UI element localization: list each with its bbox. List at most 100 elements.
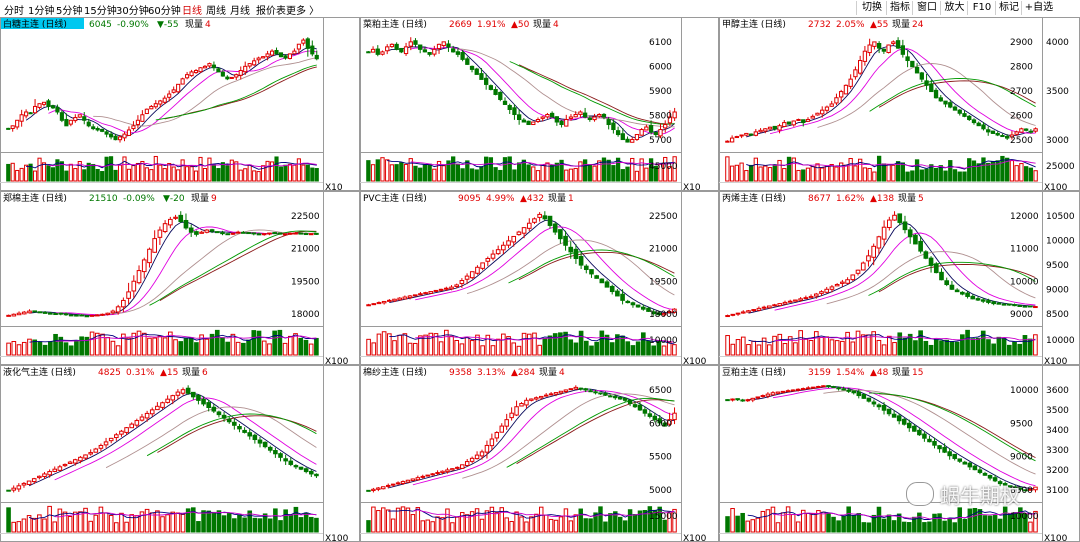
candle-8-5 xyxy=(750,397,756,403)
volume-bar-3-48 xyxy=(256,330,262,356)
volume-bar-4-46 xyxy=(604,334,610,356)
price-tick-right-5-2: 9500 xyxy=(1046,261,1069,271)
toolbar-button-3[interactable]: 放大 xyxy=(940,1,968,15)
ma-line-2-3 xyxy=(878,80,1036,108)
price-tick-right-2-1: 3500 xyxy=(1046,87,1069,97)
volume-bar-5-45 xyxy=(960,334,965,356)
chart-panel-7[interactable]: 棉纱主连 (日线) 9358 3.13% ▲284 现量 4 6500 6000 5500 500… xyxy=(360,365,719,542)
toolbar-button-4[interactable]: F10 xyxy=(967,1,996,15)
period-tab-7[interactable]: 周线 xyxy=(206,6,226,17)
toolbar-button-6[interactable]: +自选 xyxy=(1021,1,1056,15)
volume-bar-7-52 xyxy=(622,520,628,533)
volume-bar-1-44 xyxy=(573,167,578,182)
volume-bar-0-52 xyxy=(238,169,243,182)
vol-tick-1: 45000 xyxy=(649,162,678,172)
chart-change-pct-0: -0.90% xyxy=(117,20,149,30)
toolbar-button-1[interactable]: 指标 xyxy=(886,1,913,15)
toolbar-button-2[interactable]: 窗口 xyxy=(912,1,941,15)
candle-8-37 xyxy=(912,424,917,432)
volume-bar-2-0 xyxy=(725,156,730,182)
volume-bar-2-28 xyxy=(857,158,863,182)
candle-8-26 xyxy=(856,389,862,399)
chart-panel-0[interactable]: 白糖主连 (日线) 6045 -0.90% ▼-55 现量 4 X10 xyxy=(0,17,360,191)
period-tab-5[interactable]: 60分钟 xyxy=(148,6,181,17)
period-tab-1[interactable]: 1分钟 xyxy=(28,6,55,17)
volume-bar-8-55 xyxy=(1002,506,1008,533)
period-tab-9[interactable]: 报价表 xyxy=(256,6,286,17)
volume-bar-4-27 xyxy=(506,336,511,356)
volume-bar-5-0 xyxy=(725,335,730,356)
candle-0-20 xyxy=(95,126,100,132)
volume-bar-7-1 xyxy=(371,506,376,533)
volume-bar-7-62 xyxy=(672,508,677,533)
volume-bar-2-6 xyxy=(753,157,758,182)
volume-bar-7-8 xyxy=(405,507,411,533)
chart-panel-1[interactable]: 菜粕主连 (日线) 2669 1.91% ▲50 现量 4 6100 6000 5900 5800… xyxy=(360,17,719,191)
candle-1-39 xyxy=(549,111,555,118)
volume-bar-0-28 xyxy=(131,165,136,182)
volume-bar-2-24 xyxy=(839,162,844,182)
candle-3-34 xyxy=(183,213,189,230)
candle-2-26 xyxy=(848,74,853,90)
toolbar-button-5[interactable]: 标记 xyxy=(995,1,1022,15)
candle-2-22 xyxy=(829,100,834,107)
volume-bar-3-54 xyxy=(287,335,293,356)
period-tab-0[interactable]: 分时 xyxy=(4,6,24,17)
candle-8-40 xyxy=(927,435,932,443)
volume-bar-2-59 xyxy=(1005,157,1010,182)
candle-4-34 xyxy=(542,211,548,221)
toolbar-button-0[interactable]: 切换 xyxy=(856,1,887,15)
volume-bar-6-50 xyxy=(262,513,268,533)
candle-7-24 xyxy=(484,440,490,459)
candle-1-11 xyxy=(418,44,423,54)
chart-panel-3[interactable]: 郑棉主连 (日线) 21510 -0.09% ▼-20 现量 9 22500 21000 195… xyxy=(0,191,360,365)
volume-bar-8-6 xyxy=(755,517,761,533)
chart-volume-label-7: 现量 xyxy=(539,367,557,378)
volume-bar-8-10 xyxy=(775,522,781,533)
period-tab-2[interactable]: 5分钟 xyxy=(56,6,83,17)
candle-4-31 xyxy=(526,218,532,232)
candle-6-50 xyxy=(262,441,268,449)
volume-bar-3-53 xyxy=(282,342,288,356)
candle-3-15 xyxy=(84,315,90,318)
volume-bar-8-61 xyxy=(1033,510,1038,533)
volume-bar-2-63 xyxy=(1023,166,1029,182)
candle-4-19 xyxy=(464,273,470,285)
ma-line-1-2 xyxy=(457,48,675,128)
candle-6-15 xyxy=(83,454,88,460)
volume-bar-8-32 xyxy=(886,514,892,533)
candle-0-45 xyxy=(207,62,212,68)
chart-svg-0: 白糖主连 (日线) 6045 -0.90% ▼-55 现量 4 X10 xyxy=(0,17,360,191)
period-tab-4[interactable]: 30分钟 xyxy=(116,6,149,17)
period-tab-10[interactable]: 更多 〉 xyxy=(286,6,320,17)
candle-8-11 xyxy=(780,390,786,394)
candle-8-15 xyxy=(800,387,806,391)
volume-bar-0-30 xyxy=(140,161,145,182)
candle-5-0 xyxy=(725,314,730,318)
chart-panel-2[interactable]: 甲醇主连 (日线) 2732 2.05% ▲55 现量 24 2900 2800 2700 260… xyxy=(719,17,1080,191)
chart-panel-8[interactable]: 豆粕主连 (日线) 3159 1.54% ▲48 现量 15 10000 9500 9000 85… xyxy=(719,365,1080,542)
candle-3-11 xyxy=(63,312,69,316)
candle-6-47 xyxy=(247,428,253,440)
candle-1-2 xyxy=(375,45,380,57)
period-tab-3[interactable]: 15分钟 xyxy=(84,6,117,17)
volume-bar-7-16 xyxy=(445,508,450,533)
chart-panel-5[interactable]: 丙烯主连 (日线) 8677 1.62% ▲138 现量 5 12000 11000 10000… xyxy=(719,191,1080,365)
chart-change-pct-5: 1.62% xyxy=(836,194,865,204)
volume-bar-4-23 xyxy=(485,334,491,356)
price-tick-4-2: 19500 xyxy=(649,277,678,287)
chart-panel-6[interactable]: 液化气主连 (日线) 4825 0.31% ▲15 现量 6 X100 xyxy=(0,365,360,542)
candle-7-17 xyxy=(450,468,455,471)
volume-bar-2-35 xyxy=(891,164,896,182)
volume-bar-8-39 xyxy=(922,522,927,533)
volume-bar-1-1 xyxy=(370,164,376,182)
volume-bar-0-29 xyxy=(135,162,140,182)
price-tick-1-1: 6000 xyxy=(649,63,672,73)
candle-7-11 xyxy=(420,474,425,479)
volume-bar-5-18 xyxy=(819,336,824,356)
volume-bar-5-50 xyxy=(986,339,991,356)
period-tab-6[interactable]: 日线 xyxy=(182,6,202,17)
chart-panel-4[interactable]: PVC主连 (日线) 9095 4.99% ▲432 现量 1 22500 21000 1950… xyxy=(360,191,719,365)
chart-price-2: 2732 xyxy=(808,20,831,30)
period-tab-8[interactable]: 月线 xyxy=(230,6,250,17)
